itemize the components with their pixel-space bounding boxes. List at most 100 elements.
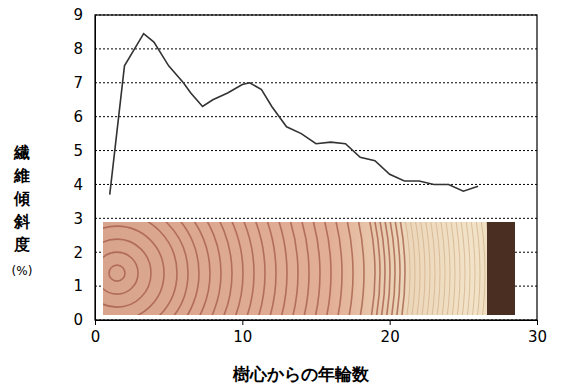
chart: 0 10 20 30 0 1 2 3 4 5 6 7 8 9 樹心からの年輪数 繊維傾斜度(%) <box>0 0 587 390</box>
wood-ring <box>103 222 380 315</box>
wood-ring <box>103 222 420 315</box>
wood-bark <box>487 222 515 315</box>
wood-ring <box>103 222 221 315</box>
x-tick-mark <box>537 320 538 325</box>
y-tick-label: 7 <box>73 74 83 92</box>
y-tick: 3 <box>73 210 95 228</box>
wood-ring <box>103 222 445 315</box>
wood-ring <box>103 222 243 315</box>
x-tick: 0 <box>91 320 101 346</box>
wood-ring <box>103 222 298 315</box>
grid-line <box>95 150 537 151</box>
y-tick: 2 <box>73 244 95 262</box>
wood-ring <box>103 252 138 294</box>
x-tick: 30 <box>528 320 547 346</box>
x-tick-label: 10 <box>233 328 252 346</box>
y-axis-line <box>95 16 96 321</box>
wood-ring <box>103 222 410 315</box>
grid-line <box>95 82 537 83</box>
wood-ring <box>109 265 125 281</box>
y-tick: 0 <box>73 311 95 329</box>
wood-ring <box>103 222 455 315</box>
y-tick-label: 6 <box>73 108 83 126</box>
wood-ring <box>103 222 415 315</box>
x-axis-title: 樹心からの年輪数 <box>232 364 370 384</box>
wood-ring <box>103 222 475 315</box>
plot-frame <box>95 15 537 320</box>
data-line <box>110 34 478 195</box>
y-tick: 9 <box>73 6 95 24</box>
y-tick: 7 <box>73 74 95 92</box>
x-tick-label: 0 <box>91 328 101 346</box>
y-tick-label: 3 <box>73 210 83 228</box>
wood-ring <box>103 222 450 315</box>
wood-photo <box>0 0 525 390</box>
y-tick-label: 0 <box>73 311 83 329</box>
y-tick: 8 <box>73 40 95 58</box>
wood-ring <box>103 222 515 315</box>
wood-ring <box>103 222 405 315</box>
x-tick: 20 <box>381 320 400 346</box>
wood-ring <box>103 222 232 315</box>
x-axis: 0 10 20 30 <box>91 320 547 346</box>
wood-ring <box>103 222 515 315</box>
series <box>110 34 478 195</box>
wood-ring <box>103 239 151 307</box>
wood-rings <box>103 222 515 315</box>
wood-ring <box>103 222 390 315</box>
wood-ring <box>103 222 465 315</box>
wood-ring <box>103 222 287 315</box>
wood-ring <box>103 222 510 315</box>
wood-ring <box>103 222 440 315</box>
x-tick-label: 30 <box>528 328 547 346</box>
wood-ring <box>103 222 490 315</box>
x-tick-label: 20 <box>381 328 400 346</box>
wood-ring <box>103 222 400 315</box>
y-tick: 4 <box>73 176 95 194</box>
wood-ring <box>103 222 177 315</box>
wood-ring <box>103 222 331 315</box>
wood-ring <box>103 222 342 315</box>
x-tick-mark <box>242 320 243 325</box>
wood-ring <box>103 222 320 315</box>
grid-line <box>95 116 537 117</box>
wood-ring <box>103 222 199 315</box>
wood-ring <box>103 222 254 315</box>
wood-ring <box>103 222 188 315</box>
y-tick: 5 <box>73 142 95 160</box>
y-axis-title: 繊維傾斜度(%) <box>12 143 33 278</box>
wood-ring <box>103 222 430 315</box>
wood-ring <box>103 222 375 315</box>
y-tick: 1 <box>73 277 95 295</box>
wood-ring <box>103 222 265 315</box>
wood-ring <box>103 222 210 315</box>
x-tick-mark <box>95 320 96 325</box>
y-tick-label: 9 <box>73 6 83 24</box>
wood-ring <box>103 222 385 315</box>
x-tick-mark <box>390 320 391 325</box>
grid-line <box>95 218 537 219</box>
y-tick-label: 8 <box>73 40 83 58</box>
grid <box>95 15 537 320</box>
y-tick-label: 1 <box>73 277 83 295</box>
y-tick-label: 5 <box>73 142 83 160</box>
y-axis: 0 1 2 3 4 5 6 7 8 9 <box>73 6 95 329</box>
wood-ring <box>103 222 309 315</box>
wood-ring <box>103 222 500 315</box>
y-tick-label: 4 <box>73 176 83 194</box>
wood-ring <box>103 222 460 315</box>
wood-ring <box>103 222 425 315</box>
y-tick: 6 <box>73 108 95 126</box>
wood-ring <box>103 222 515 315</box>
grid-line <box>95 48 537 49</box>
wood-ring <box>103 222 480 315</box>
x-tick: 10 <box>233 320 252 346</box>
plot: 0 10 20 30 0 1 2 3 4 5 6 7 8 9 <box>0 0 547 390</box>
wood-ring <box>103 222 353 315</box>
wood-ring <box>103 222 505 315</box>
wood-ring <box>103 222 495 315</box>
wood-ring <box>103 222 395 315</box>
wood-ring <box>103 222 485 315</box>
wood-ring <box>103 222 276 315</box>
wood-ring <box>103 222 470 315</box>
